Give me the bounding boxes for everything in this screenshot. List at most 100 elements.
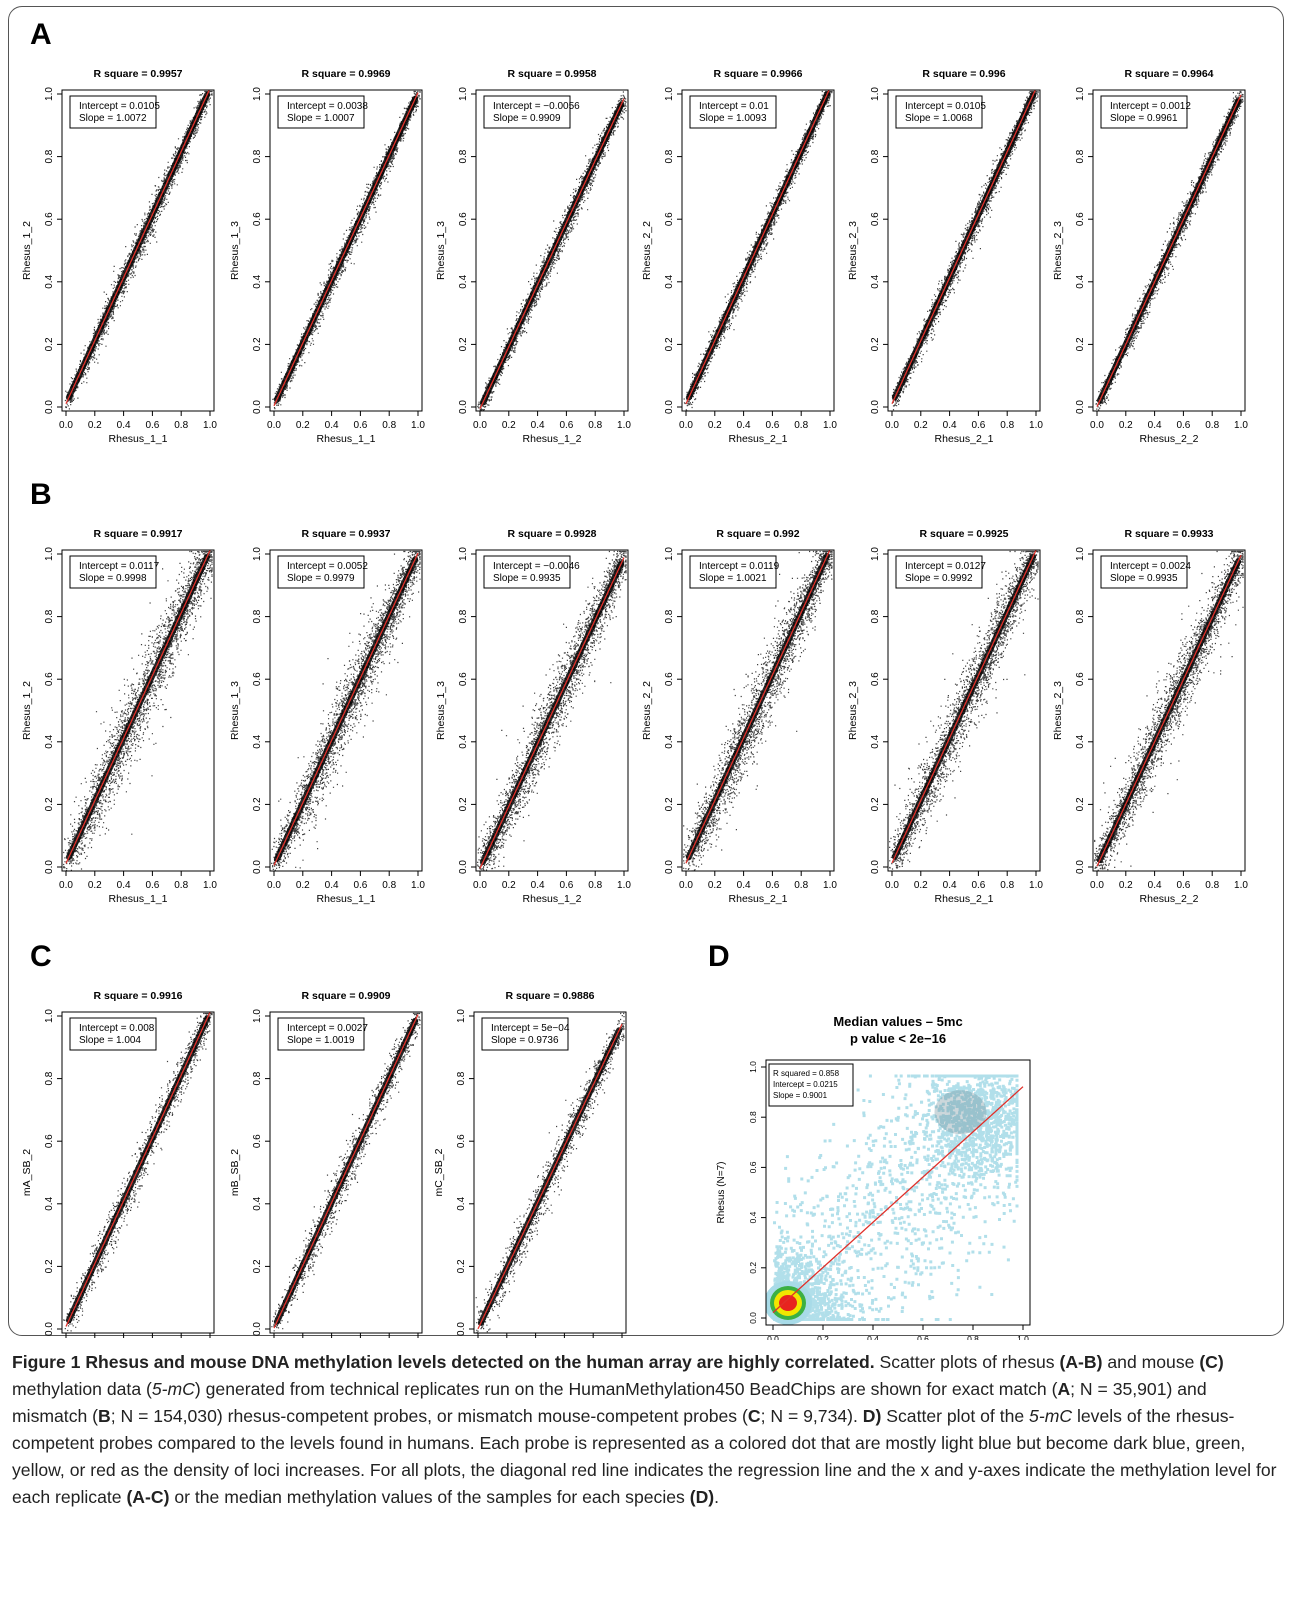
annotation-text: Slope = 1.0007	[287, 113, 355, 124]
x-tick-label: 0.2	[88, 420, 102, 431]
x-axis-label: Rhesus_1_2	[523, 893, 582, 905]
x-tick-label: 0.8	[382, 880, 396, 891]
y-tick-label: 0.6	[748, 1161, 758, 1173]
caption-part: and mouse	[1102, 1352, 1200, 1372]
y-tick-label: 1.0	[870, 87, 881, 101]
y-axis-label: Rhesus_1_3	[435, 221, 447, 280]
plot-frame	[61, 1011, 215, 1334]
x-tick-label: 0.6	[559, 880, 573, 891]
x-tick-label: 0.0	[767, 1334, 779, 1340]
x-tick-label: 1.0	[411, 880, 425, 891]
y-tick-label: 0.8	[456, 1071, 467, 1085]
annotation-box	[277, 555, 365, 589]
x-tick-label: 1.0	[1029, 420, 1043, 431]
regression-line	[273, 92, 419, 407]
y-tick-label: 0.0	[44, 400, 55, 414]
regression-line	[1096, 555, 1242, 867]
caption-title: Figure 1 Rhesus and mouse DNA methylatio…	[12, 1352, 875, 1372]
x-tick-label: 1.0	[1234, 880, 1248, 891]
y-axis-label: Rhesus_1_2	[21, 681, 33, 740]
caption-part: (A-B)	[1059, 1352, 1103, 1372]
y-tick-label: 0.6	[252, 672, 263, 686]
y-axis-label: Rhesus_1_3	[229, 221, 241, 280]
regression-line	[477, 1023, 623, 1330]
regression-line	[479, 98, 625, 410]
y-tick-label: 0.2	[44, 797, 55, 811]
x-tick-label: 0.8	[794, 420, 808, 431]
caption-part: A	[1057, 1379, 1071, 1399]
x-tick-label: 0.4	[1148, 880, 1162, 891]
scatter-points	[271, 1012, 421, 1332]
annotation-text: Slope = 1.0072	[79, 113, 147, 124]
x-tick-label: 0.8	[967, 1334, 979, 1340]
y-tick-label: 1.0	[458, 87, 469, 101]
x-tick-label: 0.4	[531, 880, 545, 891]
x-tick-label: 0.8	[174, 880, 188, 891]
y-tick-label: 0.2	[252, 797, 263, 811]
y-tick-label: 0.8	[748, 1111, 758, 1123]
y-tick-label: 0.6	[1075, 212, 1086, 226]
annotation-box	[768, 1063, 854, 1107]
x-tick-label: 0.6	[971, 880, 985, 891]
plot-frame	[61, 549, 215, 872]
caption-part: levels of the rhesus-competent probes co…	[12, 1406, 1277, 1507]
point-cloud	[773, 1074, 1019, 1321]
y-tick-label: 1.0	[1075, 87, 1086, 101]
y-axis-label: Rhesus_1_2	[21, 221, 33, 280]
x-tick-label: 0.8	[1205, 420, 1219, 431]
x-tick-label: 0.4	[117, 880, 131, 891]
annotation-text: Slope = 0.9979	[287, 573, 355, 584]
panel-letter-a: A	[30, 18, 52, 51]
caption-part: C	[747, 1406, 761, 1426]
y-tick-label: 0.4	[44, 274, 55, 288]
y-axis-label: Rhesus_2_3	[1052, 681, 1064, 740]
y-tick-label: 1.0	[44, 547, 55, 561]
scatter-panel-a-5: 0.0 0.2 0.4 0.6 0.8 1.0 0.0 0.2 0.4 0.6 0.8 1.0 Rhes…	[847, 68, 1043, 445]
x-axis-label: Rhesus_2_1	[729, 893, 788, 905]
y-tick-label: 0.6	[1075, 672, 1086, 686]
regression-line	[772, 1086, 1024, 1314]
caption-part: .	[714, 1487, 720, 1507]
x-tick-label: 0.0	[473, 880, 487, 891]
annotation-box	[277, 1017, 365, 1051]
scatter-plot-grid: 0.0 0.2 0.4 0.6 0.8 1.0 0.0 0.2 0.4 0.6 0.8 1.0 Rhes…	[21, 68, 1248, 1340]
y-tick-label: 0.6	[44, 212, 55, 226]
scatter-panel-b-9: 0.0 0.2 0.4 0.6 0.8 1.0 0.0 0.2 0.4 0.6 0.8 1.0 Rhes…	[435, 528, 631, 905]
x-tick-label: 0.2	[296, 880, 310, 891]
x-axis-label: Rhesus_1_1	[317, 433, 376, 445]
y-axis-label: Rhesus_2_2	[641, 681, 653, 740]
x-tick-label: 0.0	[885, 420, 899, 431]
y-tick-label: 0.4	[870, 274, 881, 288]
y-tick-label: 0.4	[252, 734, 263, 748]
x-tick-label: 1.0	[823, 420, 837, 431]
plot-title: R square = 0.9933	[1124, 528, 1213, 540]
scatter-points	[889, 550, 1039, 870]
figure-frame	[8, 6, 1284, 1336]
y-tick-label: 0.0	[252, 1322, 263, 1336]
x-tick-label: 0.8	[588, 880, 602, 891]
x-tick-label: 0.4	[325, 420, 339, 431]
x-tick-label: 0.2	[914, 420, 928, 431]
y-tick-label: 0.8	[44, 609, 55, 623]
x-tick-label: 0.6	[145, 420, 159, 431]
plot-frame	[269, 89, 423, 412]
annotation-text: Intercept = 0.0105	[79, 101, 160, 112]
caption-part: (C)	[1199, 1352, 1224, 1372]
y-axis-label: Rhesus_2_2	[641, 221, 653, 280]
plot-title: Median values – 5mc	[833, 1014, 962, 1029]
x-tick-label: 0.2	[296, 420, 310, 431]
annotation-box	[483, 95, 571, 129]
x-tick-label: 0.8	[588, 420, 602, 431]
x-tick-label: 0.6	[917, 1334, 929, 1340]
plot-subtitle: p value < 2e−16	[850, 1031, 946, 1046]
annotation-text: Slope = 0.9992	[905, 573, 973, 584]
y-axis-label: Rhesus_2_3	[847, 681, 859, 740]
caption-part: D)	[862, 1406, 882, 1426]
x-tick-label: 0.6	[1176, 880, 1190, 891]
y-tick-label: 0.4	[664, 274, 675, 288]
x-axis-label: Rhesus_1_1	[109, 893, 168, 905]
scatter-points	[766, 1069, 1024, 1325]
annotation-box	[895, 555, 983, 589]
y-tick-label: 1.0	[664, 547, 675, 561]
x-tick-label: 0.6	[353, 880, 367, 891]
